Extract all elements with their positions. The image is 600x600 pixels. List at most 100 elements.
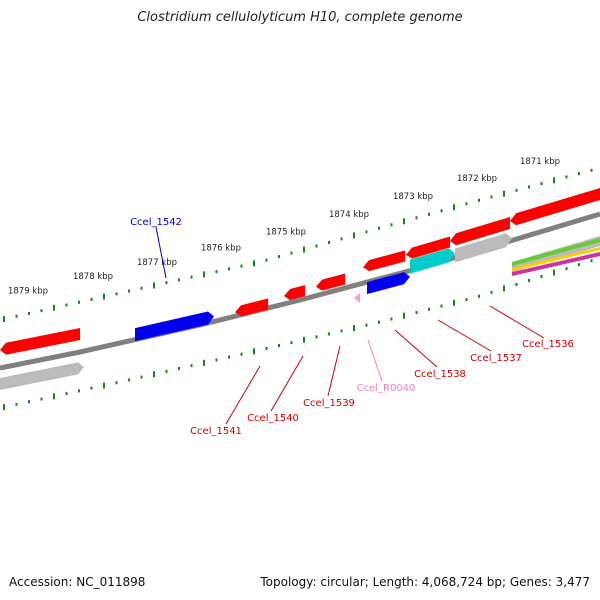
outer-tick — [490, 195, 493, 199]
outer-tick — [278, 255, 280, 259]
callout-line — [367, 339, 383, 382]
inner-tick — [415, 311, 418, 315]
callout-line — [155, 226, 167, 279]
inner-tick — [278, 344, 280, 348]
kbp-label: 1875 kbp — [266, 228, 306, 238]
inner-tick — [128, 378, 130, 382]
kbp-label: 1878 kbp — [73, 272, 113, 282]
feature-ccel1536-gray — [455, 233, 512, 263]
inner-tick — [590, 259, 593, 263]
outer-tick — [315, 244, 318, 248]
gene-label: Ccel_1538 — [414, 369, 466, 380]
inner-tick — [528, 278, 530, 282]
inner-tick — [3, 404, 5, 411]
gene-label: Ccel_1542 — [130, 217, 182, 228]
outer-tick — [228, 267, 230, 271]
outer-tick — [540, 182, 543, 186]
inner-tick — [253, 348, 255, 355]
outer-tick — [340, 237, 343, 241]
callout-line — [437, 319, 492, 352]
feature-ccel1539 — [316, 273, 345, 291]
outer-tick — [440, 209, 443, 213]
inner-tick — [478, 294, 480, 298]
outer-tick — [365, 230, 368, 234]
inner-tick — [190, 364, 193, 368]
gene-label: Ccel_R0040 — [357, 383, 416, 394]
feature-ccel1538 — [367, 272, 410, 295]
callout-line — [489, 305, 545, 339]
callout-line — [270, 355, 304, 412]
inner-tick — [40, 397, 43, 401]
outer-tick — [90, 297, 93, 301]
outer-tick — [115, 292, 118, 296]
kbp-label: 1877 kbp — [137, 258, 177, 268]
kbp-label: 1872 kbp — [457, 174, 497, 184]
genome-backbone — [0, 211, 600, 371]
inner-tick — [515, 282, 518, 286]
gene-label: Ccel_1540 — [247, 413, 299, 424]
kbp-label: 1874 kbp — [329, 210, 369, 220]
outer-tick — [15, 314, 18, 318]
outer-tick — [40, 309, 43, 313]
inner-tick — [240, 352, 243, 356]
gene-label: Ccel_1536 — [522, 339, 574, 350]
inner-tick — [340, 329, 343, 333]
gene-label: Ccel_1539 — [303, 398, 355, 409]
inner-tick — [353, 325, 355, 332]
outer-tick — [528, 185, 530, 189]
inner-tick — [540, 275, 543, 279]
outer-tick — [103, 293, 105, 300]
inner-tick — [140, 375, 143, 379]
outer-tick — [453, 204, 455, 211]
inner-tick — [390, 317, 393, 321]
outer-tick — [478, 198, 480, 202]
inner-tick — [228, 355, 230, 359]
inner-tick — [90, 386, 93, 390]
inner-tick — [465, 298, 468, 302]
gene-callouts: Ccel_1542Ccel_1541Ccel_1540Ccel_1539Ccel… — [130, 217, 574, 437]
topology-text: Topology: circular; Length: 4,068,724 bp… — [260, 575, 590, 589]
inner-tick — [553, 269, 555, 276]
inner-tick — [78, 389, 80, 393]
kbp-label: 1876 kbp — [201, 244, 241, 254]
inner-tick — [440, 304, 443, 308]
inner-tick — [328, 332, 330, 336]
outer-tick — [590, 168, 593, 172]
feature-cds-c — [450, 217, 510, 246]
inner-tick — [578, 263, 580, 267]
callout-line — [394, 329, 438, 368]
inner-tick — [490, 290, 493, 294]
outer-tick — [265, 258, 268, 262]
kbp-labels: 1871 kbp 1872 kbp 1873 kbp 1874 kbp 1875 kbp… — [8, 157, 560, 297]
outer-tick — [578, 172, 580, 176]
inner-tick — [203, 359, 205, 366]
feature-magenta-band — [512, 252, 600, 276]
outer-tick — [553, 177, 555, 184]
outer-tick — [153, 282, 155, 289]
outer-tick — [178, 278, 180, 282]
inner-tick — [428, 307, 430, 311]
outer-tick — [415, 216, 418, 220]
inner-tick — [453, 299, 455, 306]
outer-tick — [78, 300, 80, 304]
outer-tick — [165, 281, 168, 285]
accession-text: Accession: NC_011898 — [9, 575, 146, 589]
outer-tick — [390, 223, 393, 227]
gene-features — [0, 188, 600, 390]
feature-cds-a — [363, 250, 405, 272]
inner-tick — [153, 371, 155, 378]
outer-tick — [328, 240, 330, 244]
outer-tick — [378, 226, 380, 230]
outer-tick — [53, 304, 55, 311]
outer-tick — [240, 264, 243, 268]
outer-tick — [515, 188, 518, 192]
feature-yellow-band — [512, 247, 600, 271]
inner-tick — [15, 402, 18, 406]
outer-tick — [353, 232, 355, 239]
feature-ccel1537 — [410, 248, 455, 274]
gene-label: Ccel_1537 — [470, 353, 522, 364]
inner-tick — [303, 336, 305, 343]
feature-ccel1541 — [235, 298, 268, 317]
inner-tick — [378, 320, 380, 324]
